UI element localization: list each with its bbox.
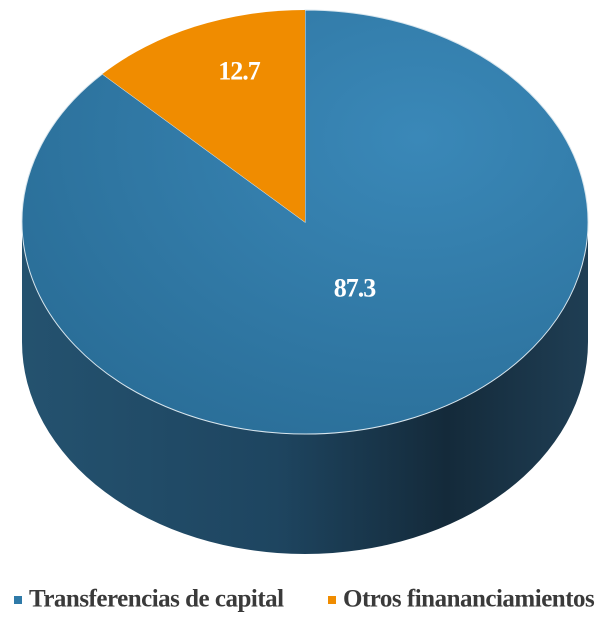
legend-swatch — [14, 596, 22, 604]
data-label: 12.7 — [218, 57, 261, 86]
legend-swatch — [328, 596, 336, 604]
legend-label: Transferencias de capital — [29, 586, 284, 613]
pie-side — [22, 222, 588, 554]
pie-slice — [102, 10, 305, 222]
pie-slice — [21, 9, 589, 435]
legend-label: Otros finananciamientos — [343, 586, 595, 613]
data-label: 87.3 — [334, 273, 377, 302]
